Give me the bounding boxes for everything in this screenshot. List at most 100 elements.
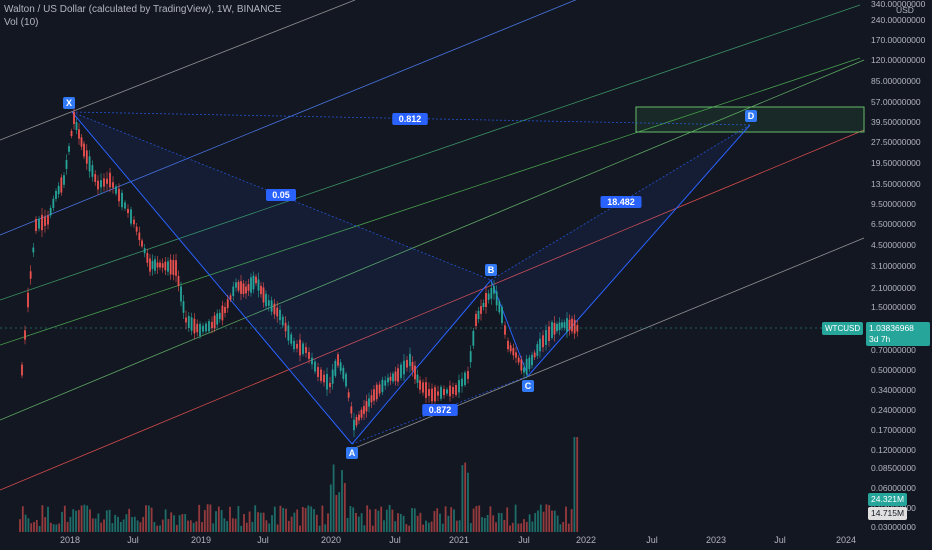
price-tick: 0.12000000 [871,445,916,455]
candle-body [337,354,339,366]
volume-tag-ma: 14.715M [868,507,908,520]
volume-bar [55,524,58,532]
candle-body [250,277,252,293]
candle-body [477,310,480,320]
candle-body [252,275,255,290]
volume-bar [192,522,195,532]
pitchfork-line [0,0,356,141]
volume-bar [528,514,531,532]
volume-bar [91,518,94,532]
ratio-label: 0.05 [272,190,290,200]
volume-bar [447,515,450,532]
candle-body [216,313,219,325]
volume-bar [63,505,66,532]
candle-body [437,391,439,396]
candle-body [196,323,199,333]
pattern-ratio-line [71,111,751,126]
pattern-leg [527,124,751,377]
ratio-label: 18.482 [607,197,635,207]
time-axis[interactable]: 2018 Jul 2019 Jul 2020 Jul 2021 Jul 2022 Jul 2023 J… [60,535,856,545]
volume-bar [69,516,72,532]
volume-bar [215,511,217,532]
candle-body [425,382,427,398]
candle-body [221,305,224,321]
candle-body [52,198,55,209]
candle-body [403,360,405,375]
price-tick: 340.00000000 [871,0,926,9]
volume-bar [125,514,128,532]
volume-bar [131,517,133,532]
volume-bar [229,506,231,532]
volume-bar [329,484,332,532]
candle-body [397,368,399,382]
candle-body [528,357,531,370]
volume-indicator-label[interactable]: Vol (10) [4,17,39,28]
volume-bar [559,524,562,532]
volume-bar [380,506,383,532]
candle-body [545,330,547,345]
candle-body [566,318,568,332]
candle-body [440,386,442,399]
volume-bar [41,505,44,532]
time-tick: Jul [389,535,401,545]
ratio-label-bg [392,113,428,125]
candle-body [151,260,154,270]
volume-bar [313,509,315,532]
volume-bar [248,511,251,532]
price-tick: 2.10000000 [871,283,916,293]
candle-body [281,316,284,326]
volume-bar [430,521,433,532]
volume-bar [461,465,464,532]
volume-bar [357,516,360,532]
candle-body [161,263,164,268]
point-label: X [66,98,72,108]
ratio-label: 0.872 [429,405,452,415]
candle-body [130,209,132,224]
price-tick: 0.50000000 [871,365,916,375]
volume-bar [220,510,223,532]
volume-bar [411,508,413,532]
pitchfork-line [0,57,861,346]
volume-bar [83,504,86,532]
candle-body [143,248,146,254]
volume-bar [111,523,114,532]
candle-body [558,322,561,330]
volume-tag-up: 24.321M [868,493,908,506]
volume-bar [310,506,313,532]
time-tick: 2020 [321,535,341,545]
candle-body [308,352,310,359]
pattern-bcd-fill [491,125,750,376]
point-label: A [349,448,356,458]
candle-body [44,216,46,226]
price-tick: 0.03000000 [871,522,916,532]
volume-bar [475,506,478,532]
time-tick: 2021 [449,535,469,545]
chart-title: Walton / US Dollar (calculated by Tradin… [4,4,282,15]
volume-bar [47,506,49,532]
candle-body [218,312,221,320]
time-tick: 2019 [191,535,211,545]
volume-bar [117,516,119,532]
volume-bar [30,523,33,532]
price-tick: 0.06000000 [871,483,916,493]
price-tick: 0.17000000 [871,425,916,435]
volume-bar [534,513,537,532]
candle-body [284,322,287,332]
volume-bar [61,511,63,532]
volume-bar [453,509,455,532]
volume-bar [377,510,380,532]
candle-body [112,182,114,188]
point-label-bg [522,380,534,392]
volume-bar [262,512,265,532]
last-price-tag: 1.03836968 3d 7h [866,322,930,346]
volume-bar [195,521,198,532]
candle-body [213,315,216,329]
volume-bar [464,462,467,532]
candle-body [229,295,232,300]
candle-body [455,385,457,395]
price-axis[interactable]: 340.00000000 240.00000000 170.00000000 120.… [871,0,926,532]
candle-body [360,409,363,418]
candle-body [177,276,180,286]
time-tick: Jul [646,535,658,545]
